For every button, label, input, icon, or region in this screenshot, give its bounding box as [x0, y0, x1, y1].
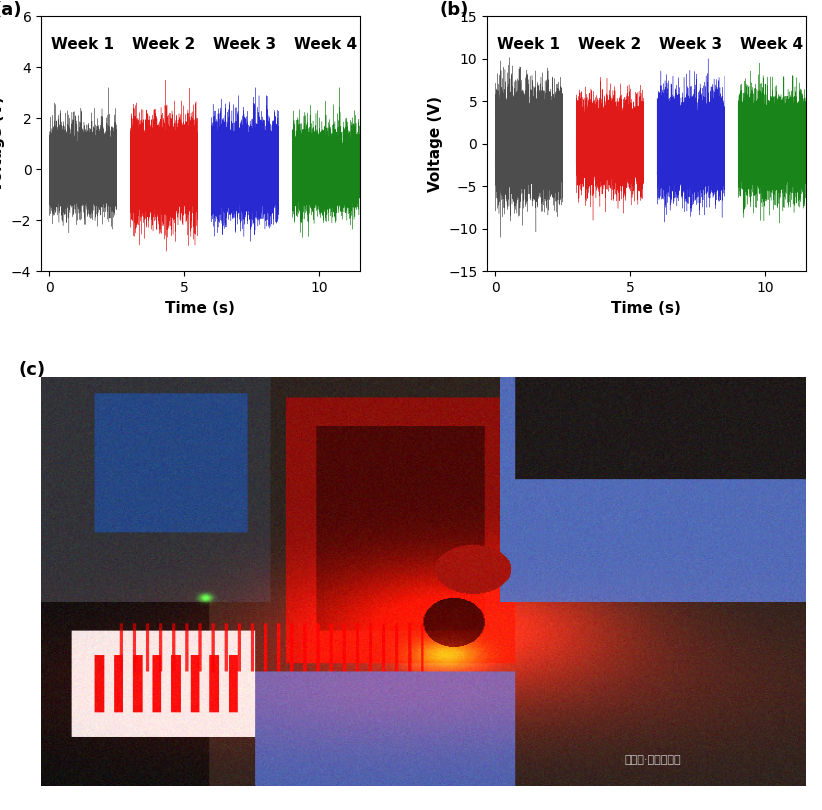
Text: Week 3: Week 3	[659, 36, 723, 52]
Text: 公众号·石墨烯研究: 公众号·石墨烯研究	[625, 755, 681, 765]
Text: Week 2: Week 2	[578, 36, 641, 52]
Y-axis label: Voltage (V): Voltage (V)	[0, 96, 6, 192]
Text: (c): (c)	[18, 361, 45, 379]
Text: (a): (a)	[0, 1, 22, 19]
Y-axis label: Voltage (V): Voltage (V)	[427, 96, 442, 192]
Text: (b): (b)	[439, 1, 469, 19]
Text: Week 1: Week 1	[52, 36, 114, 52]
Text: Week 4: Week 4	[741, 36, 803, 52]
Text: Week 3: Week 3	[214, 36, 276, 52]
X-axis label: Time (s): Time (s)	[612, 301, 681, 316]
Text: Week 4: Week 4	[294, 36, 358, 52]
X-axis label: Time (s): Time (s)	[165, 301, 235, 316]
Text: Week 2: Week 2	[132, 36, 196, 52]
Text: Week 1: Week 1	[497, 36, 561, 52]
